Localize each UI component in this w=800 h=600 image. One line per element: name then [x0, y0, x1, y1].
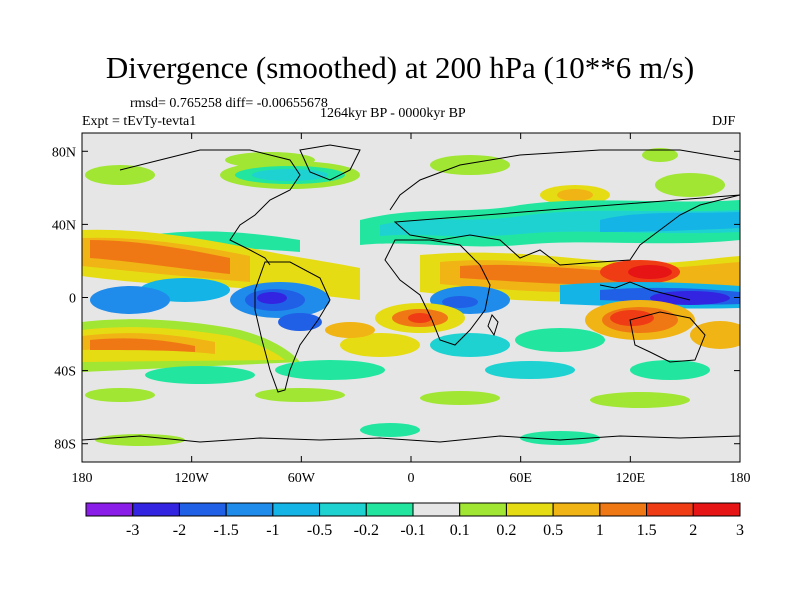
- x-tick-label: 120E: [616, 471, 646, 486]
- south-america-coast: [254, 261, 331, 393]
- x-tick-label: 60E: [509, 471, 532, 486]
- colorbar-swatch: [646, 502, 694, 517]
- colorbar-label: 0.5: [543, 522, 563, 539]
- y-tick-label: 40N: [52, 218, 76, 233]
- season-label: DJF: [712, 114, 736, 129]
- y-tick-label: 80N: [52, 145, 76, 160]
- x-tick-label: 120W: [175, 471, 210, 486]
- eurasia-coast: [389, 149, 740, 266]
- colorbar-label: 3: [736, 522, 744, 539]
- experiment-label: Expt = tEvTy-tevta1: [82, 114, 197, 129]
- antarctica-coast: [82, 435, 740, 443]
- madagascar-coast: [487, 314, 499, 337]
- colorbar-swatch: [505, 502, 554, 517]
- colorbar-label: -3: [126, 522, 139, 539]
- y-tick-label: 40S: [54, 365, 76, 380]
- southern-cool: [85, 328, 710, 446]
- x-tick-label: 180: [730, 471, 751, 486]
- colorbar-label: -1: [266, 522, 279, 539]
- colorbar-swatch: [692, 502, 741, 517]
- australia-coast: [629, 311, 706, 363]
- colorbar-label: 1: [596, 522, 604, 539]
- colorbar-swatch: [365, 502, 414, 517]
- colorbar-swatch: [599, 502, 648, 517]
- north-america-coast: [119, 149, 301, 266]
- colorbar-label: -1.5: [213, 522, 238, 539]
- coastlines: [82, 144, 740, 443]
- colorbar-swatch: [132, 502, 180, 517]
- africa-coast: [384, 239, 491, 346]
- colorbar-swatch: [459, 502, 507, 517]
- maritime-continent-coast: [599, 281, 691, 301]
- colorbar-label: 0.1: [450, 522, 470, 539]
- colorbar-label: -0.1: [400, 522, 425, 539]
- x-tick-label: 60W: [288, 471, 316, 486]
- colorbar-label: 1.5: [637, 522, 657, 539]
- colorbar-swatch: [272, 502, 321, 517]
- y-tick-label: 80S: [54, 438, 76, 453]
- period-label: 1264kyr BP - 0000kyr BP: [320, 106, 466, 121]
- map-field: [82, 133, 740, 462]
- colorbar-swatch: [412, 502, 461, 517]
- colorbar-swatch: [552, 502, 601, 517]
- y-tick-label: 0: [69, 292, 76, 307]
- plot-title: Divergence (smoothed) at 200 hPa (10**6 …: [105, 50, 695, 85]
- colorbar-label: 2: [689, 522, 697, 539]
- colorbar-swatch: [225, 502, 274, 517]
- axis-layer: 180 120W 60W 0 60E 120E 180 80N 40N 0 40S 80S: [52, 133, 751, 486]
- tropical-convergence: [90, 278, 740, 331]
- rmsd-diff-label: rmsd= 0.765258 diff= -0.00655678: [130, 96, 328, 111]
- greenland-coast: [299, 144, 361, 181]
- colorbar: -3 -2 -1.5 -1 -0.5 -0.2 -0.1 0.1 0.2 0.5 1 1.5 2 3: [85, 502, 744, 539]
- colorbar-label: -2: [173, 522, 186, 539]
- colorbar-label: -0.2: [354, 522, 379, 539]
- colorbar-label: -0.5: [307, 522, 332, 539]
- colorbar-swatch: [178, 502, 227, 517]
- x-tick-label: 180: [72, 471, 93, 486]
- colorbar-swatch: [319, 502, 367, 517]
- colorbar-swatch: [85, 502, 134, 517]
- x-tick-label: 0: [408, 471, 415, 486]
- colorbar-label: 0.2: [496, 522, 516, 539]
